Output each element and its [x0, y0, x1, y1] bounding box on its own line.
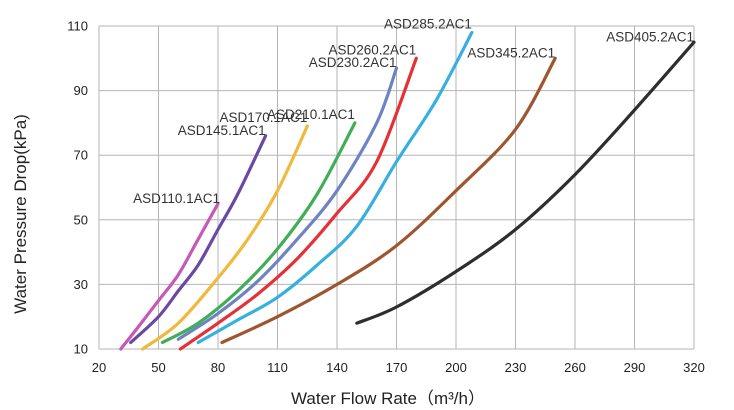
series-line-asd210-1ac1: [160, 121, 357, 345]
x-tick-label: 110: [267, 360, 288, 375]
x-tick-label: 50: [151, 360, 165, 375]
x-tick-label: 170: [386, 360, 408, 375]
y-tick-labels: 10 30 50 70 90 110: [67, 19, 88, 357]
grid-lines: [98, 25, 695, 350]
x-tick-label: 200: [445, 360, 467, 375]
series-label-asd210-1ac1: ASD210.1AC1: [267, 107, 355, 122]
y-tick-label: 50: [74, 212, 88, 227]
x-tick-label: 290: [624, 360, 646, 375]
y-axis-title: Water Pressure Drop(kPa): [11, 114, 30, 314]
x-tick-label: 80: [211, 360, 225, 375]
y-tick-label: 30: [74, 277, 88, 292]
series-label-asd170-1ac1: ASD170.1AC1: [219, 110, 307, 125]
x-tick-label: 320: [683, 360, 705, 375]
x-tick-labels: 20 50 80 110 140 170 200 230 260 290 320: [92, 360, 705, 375]
series-label-asd285-2ac1: ASD285.2AC1: [384, 16, 472, 31]
x-tick-label: 20: [92, 360, 106, 375]
series-label-asd405-2ac1: ASD405.2AC1: [606, 29, 694, 44]
series-line-asd260-2ac1: [178, 56, 418, 351]
x-tick-label: 260: [564, 360, 586, 375]
y-tick-label: 90: [74, 83, 88, 98]
series-line-asd170-1ac1: [141, 124, 309, 351]
series-line-asd230-2ac1: [176, 66, 399, 341]
series-line-asd145-1ac1: [129, 134, 268, 345]
series-label-asd110-1ac1: ASD110.1AC1: [133, 191, 220, 206]
x-axis-title: Water Flow Rate（m³/h）: [291, 389, 485, 408]
y-tick-label: 110: [67, 19, 88, 34]
series-line-asd285-2ac1: [196, 30, 474, 345]
y-tick-label: 70: [74, 148, 88, 163]
series-line-asd345-2ac1: [220, 56, 557, 345]
series-label-asd345-2ac1: ASD345.2AC1: [467, 46, 555, 61]
series-label-asd260-2ac1: ASD260.2AC1: [329, 42, 417, 57]
series-labels: ASD110.1AC1 ASD145.1AC1ASD170.1AC1ASD210.…: [133, 16, 694, 205]
series-line-asd110-1ac1: [119, 202, 220, 351]
series-label-asd230-2ac1: ASD230.2AC1: [309, 55, 397, 70]
series-label-asd145-1ac1: ASD145.1AC1: [178, 123, 266, 138]
y-tick-label: 10: [74, 342, 88, 357]
x-tick-label: 140: [326, 360, 348, 375]
x-tick-label: 230: [505, 360, 527, 375]
series-line-asd405-2ac1: [355, 40, 696, 325]
series-lines: [119, 30, 696, 351]
